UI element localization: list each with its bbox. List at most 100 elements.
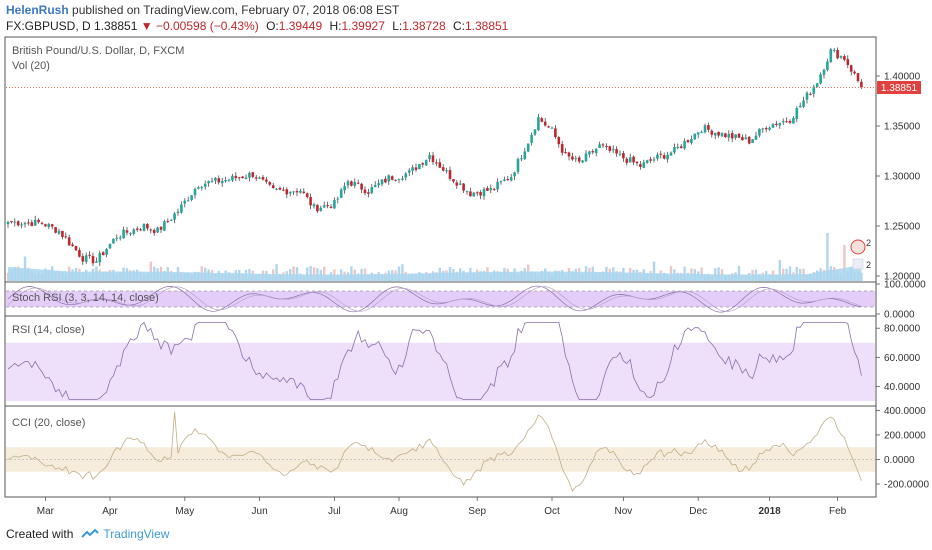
candle-body bbox=[486, 187, 489, 191]
candle-body bbox=[526, 143, 530, 152]
volume-bar bbox=[312, 267, 316, 281]
time-tick-label: Dec bbox=[689, 506, 707, 517]
event-flag-icon[interactable]: 2 2 bbox=[850, 238, 871, 270]
volume-bar bbox=[795, 267, 798, 281]
candle-body bbox=[836, 49, 839, 59]
candle-body bbox=[37, 219, 40, 223]
candle-body bbox=[176, 211, 180, 213]
price-axis: 1.40000 1.35000 1.30000 1.25000 1.20000 bbox=[876, 72, 921, 283]
time-tick-label: Aug bbox=[390, 506, 408, 517]
candle-body bbox=[849, 65, 853, 72]
tradingview-link[interactable]: TradingView bbox=[103, 527, 170, 541]
candle-body bbox=[390, 176, 394, 180]
price-tick-label: 1.30000 bbox=[884, 172, 921, 183]
candle-body bbox=[724, 133, 727, 138]
candle-body bbox=[798, 105, 802, 108]
candle-body bbox=[71, 244, 74, 246]
candle-body bbox=[20, 224, 23, 226]
candle-body bbox=[652, 159, 656, 161]
candle-body bbox=[605, 146, 608, 148]
candle-body bbox=[819, 74, 822, 84]
candle-body bbox=[407, 170, 411, 173]
candle-body bbox=[118, 237, 122, 239]
stoch-axis: 100.0000 0.0000 bbox=[876, 280, 926, 321]
candle-body bbox=[149, 229, 153, 231]
candle-body bbox=[356, 182, 360, 184]
candle-body bbox=[27, 222, 30, 224]
svg-text:2: 2 bbox=[866, 260, 871, 270]
candle-body bbox=[88, 254, 91, 256]
tradingview-logo-icon[interactable] bbox=[81, 528, 100, 540]
candle-body bbox=[231, 175, 234, 181]
high-label: H: bbox=[329, 19, 342, 33]
candle-body bbox=[730, 133, 734, 139]
candle-body bbox=[336, 198, 340, 200]
candle-body bbox=[220, 180, 224, 184]
candle-body bbox=[554, 128, 557, 138]
candle-body bbox=[462, 183, 465, 191]
candle-body bbox=[839, 55, 843, 58]
candle-body bbox=[122, 229, 125, 239]
candle-body bbox=[758, 128, 761, 136]
candle-body bbox=[843, 56, 846, 60]
candle-body bbox=[295, 191, 299, 193]
candle-body bbox=[571, 156, 574, 160]
close-value: 1.38851 bbox=[464, 19, 509, 33]
candle-body bbox=[271, 185, 275, 189]
candle-body bbox=[217, 178, 221, 183]
time-tick-label: 2018 bbox=[758, 506, 781, 517]
time-tick-label: Feb bbox=[829, 506, 847, 517]
candle-body bbox=[248, 172, 251, 178]
candle-body bbox=[792, 118, 795, 124]
candle-body bbox=[210, 180, 214, 182]
candle-body bbox=[101, 252, 105, 256]
candle-body bbox=[683, 140, 686, 149]
low-label: L: bbox=[392, 19, 403, 33]
candle-body bbox=[207, 181, 210, 184]
candle-body bbox=[146, 224, 149, 229]
candle-body bbox=[754, 135, 758, 140]
candle-body bbox=[703, 125, 707, 133]
stoch-d-line bbox=[7, 286, 862, 312]
candle-body bbox=[254, 177, 258, 179]
candle-body bbox=[326, 205, 329, 207]
candle-body bbox=[373, 185, 377, 188]
candle-body bbox=[537, 117, 540, 131]
candle-body bbox=[785, 121, 788, 123]
stoch-tick-label: 100.0000 bbox=[884, 280, 926, 291]
volume-bar bbox=[149, 261, 152, 281]
candle-body bbox=[339, 189, 343, 198]
candle-body bbox=[805, 92, 809, 100]
candle-body bbox=[370, 187, 374, 194]
candle-body bbox=[285, 189, 289, 195]
cci-tick-label: 0.0000 bbox=[884, 455, 915, 466]
candle-body bbox=[737, 133, 741, 138]
candle-body bbox=[305, 193, 309, 198]
rsi-axis: 80.0000 60.0000 40.0000 bbox=[876, 324, 921, 393]
candle-body bbox=[506, 179, 510, 181]
candle-body bbox=[169, 219, 173, 221]
candle-body bbox=[380, 179, 384, 185]
price-change: ▼ −0.00598 (−0.43%) bbox=[140, 19, 259, 33]
candle-body bbox=[329, 206, 333, 208]
volume-bar bbox=[737, 266, 741, 281]
author-link[interactable]: HelenRush bbox=[6, 3, 69, 17]
candle-body bbox=[316, 204, 319, 212]
volume-bar bbox=[292, 266, 295, 281]
candle-body bbox=[448, 170, 452, 179]
candle-body bbox=[367, 192, 370, 194]
candle-body bbox=[802, 100, 805, 107]
candle-body bbox=[496, 181, 499, 190]
candle-body bbox=[860, 81, 863, 88]
candle-body bbox=[815, 83, 819, 88]
candle-body bbox=[625, 158, 629, 163]
time-tick-label: Mar bbox=[37, 506, 55, 517]
cci-line bbox=[7, 411, 862, 493]
candle-body bbox=[618, 153, 622, 155]
candle-body bbox=[13, 221, 17, 223]
volume-bar bbox=[788, 266, 792, 281]
candle-body bbox=[584, 153, 588, 162]
candle-body bbox=[574, 157, 578, 160]
candle-body bbox=[809, 93, 812, 95]
